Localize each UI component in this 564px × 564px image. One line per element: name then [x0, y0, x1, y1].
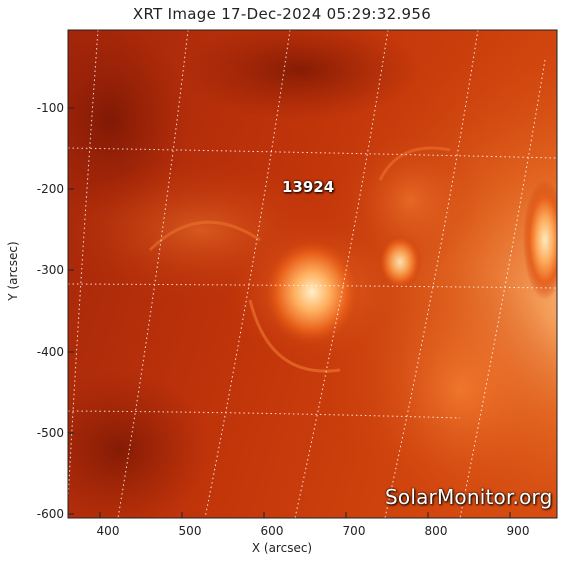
- y-tick-label: -300: [36, 263, 64, 277]
- image-title: XRT Image 17-Dec-2024 05:29:32.956: [132, 5, 432, 23]
- x-tick-marks: [99, 512, 511, 518]
- x-tick-label: 600: [260, 524, 284, 538]
- y-tick-label: -500: [36, 426, 64, 440]
- x-tick-label: 900: [506, 524, 530, 538]
- active-region-label: 13924: [282, 178, 335, 196]
- y-tick-label: -100: [36, 101, 64, 115]
- x-tick-label: 500: [178, 524, 202, 538]
- y-tick-label: -400: [36, 345, 64, 359]
- x-tick-label: 700: [342, 524, 366, 538]
- coordinate-grid: [68, 30, 557, 518]
- watermark-text: SolarMonitor.org: [385, 485, 553, 509]
- y-axis-label: Y (arcsec): [6, 241, 20, 301]
- y-tick-label: -600: [36, 507, 64, 521]
- solar-disk: [68, 30, 557, 518]
- x-tick-label: 800: [424, 524, 448, 538]
- plot-border: [67, 29, 558, 519]
- x-tick-label: 400: [96, 524, 120, 538]
- y-tick-marks: [68, 107, 74, 515]
- y-tick-label: -200: [36, 182, 64, 196]
- x-axis-label: X (arcsec): [251, 541, 313, 555]
